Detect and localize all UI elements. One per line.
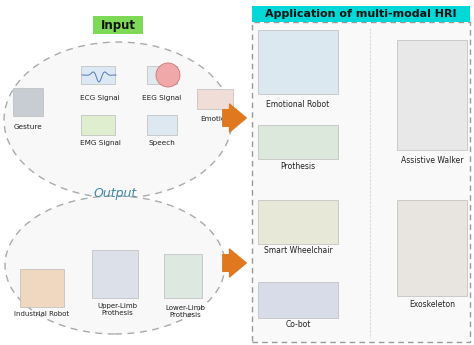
Bar	[13, 88, 43, 116]
Bar	[20, 269, 64, 307]
Text: ECG Signal: ECG Signal	[80, 95, 120, 101]
Text: Gesture: Gesture	[14, 124, 42, 130]
Text: Speech: Speech	[149, 140, 175, 146]
Text: Emotional Robot: Emotional Robot	[266, 100, 329, 109]
FancyArrowPatch shape	[223, 249, 246, 277]
Bar	[197, 89, 233, 109]
Text: Prothesis: Prothesis	[281, 162, 316, 171]
Bar	[258, 125, 338, 159]
Text: Input: Input	[100, 19, 136, 31]
Bar	[81, 66, 115, 84]
Text: Output: Output	[93, 187, 137, 199]
Bar	[147, 66, 177, 84]
Text: Application of multi-modal HRI: Application of multi-modal HRI	[265, 9, 457, 19]
Text: Lower-Limb
Prothesis: Lower-Limb Prothesis	[165, 305, 205, 318]
Bar	[258, 282, 338, 318]
FancyBboxPatch shape	[252, 6, 470, 22]
Bar	[147, 115, 177, 135]
Text: Emotion: Emotion	[200, 116, 230, 122]
Bar	[258, 30, 338, 94]
Text: Exoskeleton: Exoskeleton	[409, 300, 455, 309]
Bar	[81, 115, 115, 135]
Text: EMG Signal: EMG Signal	[80, 140, 120, 146]
Ellipse shape	[5, 196, 225, 334]
Circle shape	[156, 63, 180, 87]
Text: Industrial Robot: Industrial Robot	[14, 311, 70, 317]
Bar	[397, 40, 467, 150]
Text: EEG Signal: EEG Signal	[142, 95, 182, 101]
FancyArrowPatch shape	[223, 104, 246, 132]
Text: Assistive Walker: Assistive Walker	[401, 156, 463, 165]
Bar	[258, 200, 338, 244]
Text: Co-bot: Co-bot	[285, 320, 310, 329]
Bar	[397, 200, 467, 296]
Text: Upper-Limb
Prothesis: Upper-Limb Prothesis	[97, 303, 137, 316]
FancyBboxPatch shape	[252, 22, 470, 342]
Ellipse shape	[4, 42, 232, 198]
FancyBboxPatch shape	[93, 16, 143, 34]
Bar	[164, 254, 202, 298]
Bar	[92, 250, 138, 298]
Text: Smart Wheelchair: Smart Wheelchair	[264, 246, 332, 255]
